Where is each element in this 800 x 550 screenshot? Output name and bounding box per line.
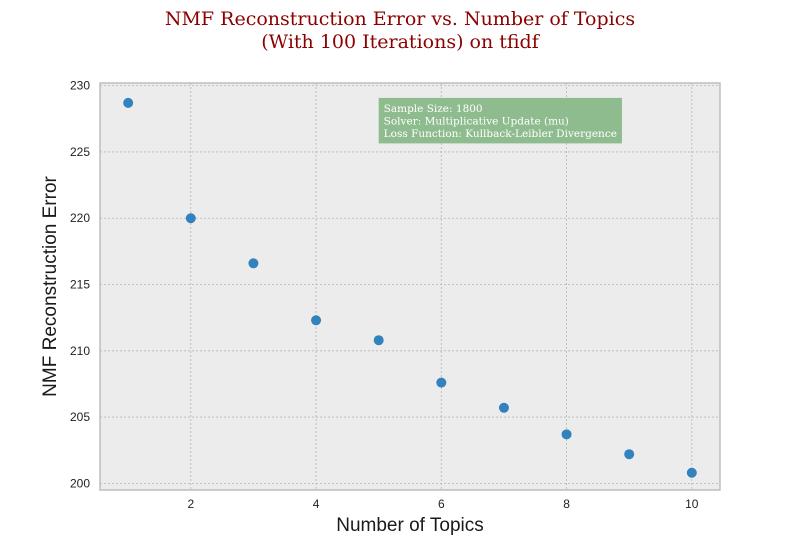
info-box-background — [378, 97, 622, 144]
x-tick-label: 10 — [685, 497, 699, 511]
tick-labels: 2 4 6 8 10 200 205 210 215 220 225 230 — [70, 79, 699, 511]
data-point — [373, 335, 384, 346]
data-point — [498, 402, 509, 413]
plot-area — [100, 83, 720, 490]
data-points — [123, 97, 697, 478]
y-tick-label: 225 — [70, 145, 90, 159]
plot-frame — [99, 82, 721, 491]
data-point — [311, 315, 322, 326]
y-tick-label: 230 — [70, 79, 90, 93]
grid-lines — [100, 83, 720, 490]
data-point — [123, 97, 134, 108]
data-point — [436, 377, 447, 388]
chart-title-line-1: NMF Reconstruction Error vs. Number of T… — [164, 8, 636, 30]
info-box-line: Solver: Multiplicative Update (mu) — [384, 115, 569, 127]
x-tick-label: 8 — [563, 497, 570, 511]
x-tick-label: 4 — [313, 497, 320, 511]
x-tick-label: 6 — [438, 497, 445, 511]
data-point — [686, 467, 697, 478]
x-tick-label: 2 — [187, 497, 194, 511]
y-tick-label: 210 — [70, 344, 90, 358]
y-tick-label: 205 — [70, 410, 90, 424]
y-tick-label: 200 — [70, 476, 90, 490]
y-axis-title: NMF Reconstruction Error — [40, 176, 61, 397]
data-point — [561, 429, 572, 440]
info-box-line: Sample Size: 1800 — [384, 103, 483, 115]
data-point — [185, 213, 196, 224]
data-point — [624, 449, 635, 460]
y-tick-label: 220 — [70, 211, 90, 225]
x-axis-title: Number of Topics — [336, 515, 484, 536]
chart-title: NMF Reconstruction Error vs. Number of T… — [0, 8, 800, 54]
info-box-line: Loss Function: Kullback-Leibler Divergen… — [384, 128, 617, 140]
chart-title-line-2: (With 100 Iterations) on tfidf — [261, 31, 539, 53]
y-tick-label: 215 — [70, 278, 90, 292]
data-point — [248, 258, 259, 269]
